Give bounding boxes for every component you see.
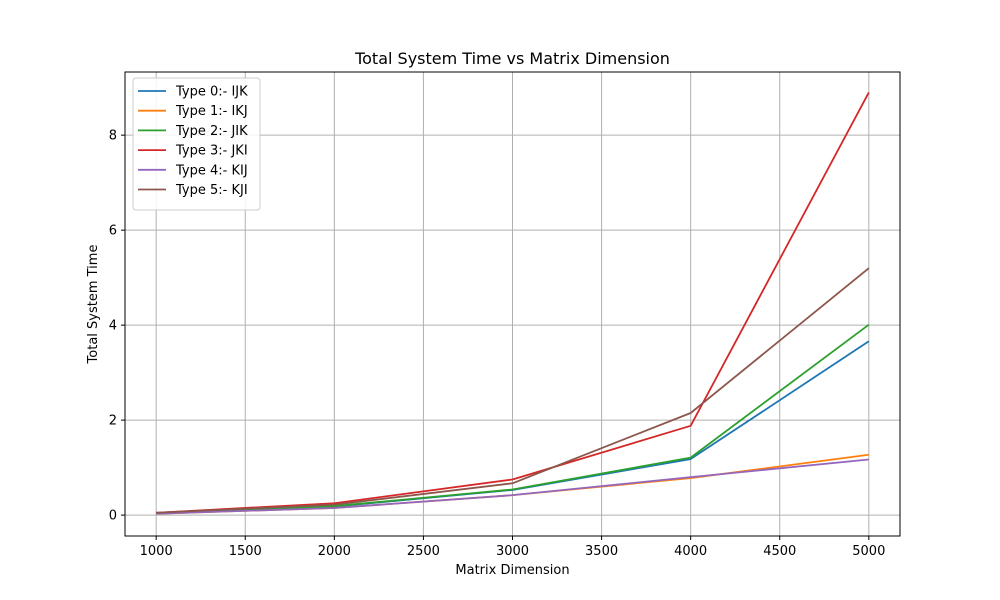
x-tick-label: 5000 [852,544,885,559]
axis-ticks: 1000 1500 2000 2500 3000 3500 4000 4500 5000 0 2 4 6… [109,129,886,559]
y-tick-label: 2 [109,414,117,429]
x-tick-label: 4000 [674,544,707,559]
chart-title: Total System Time vs Matrix Dimension [354,49,670,68]
x-tick-label: 2000 [318,544,351,559]
legend-label: Type 3:- JKI [175,144,248,159]
series-line-type-4 [156,458,869,515]
series-line-type-5 [156,267,870,514]
legend-label: Type 0:- IJK [175,85,248,100]
legend-label: Type 5:- KJI [175,183,248,198]
x-tick-label: 3500 [585,544,618,559]
y-tick-label: 6 [109,224,117,239]
series-line-type-3 [156,91,870,514]
legend: Type 0:- IJK Type 1:- IKJ Type 2:- JIK Type… [132,77,261,211]
x-axis-title: Matrix Dimension [455,563,569,578]
legend-label: Type 2:- JIK [175,124,248,139]
y-tick-label: 8 [109,129,117,144]
series-line-type-2 [156,323,870,515]
x-tick-label: 1500 [229,544,262,559]
legend-label: Type 4:- KIJ [175,163,248,178]
x-tick-label: 2500 [407,544,440,559]
y-tick-label: 4 [109,319,117,334]
x-tick-label: 3000 [496,544,529,559]
x-tick-label: 1000 [140,544,173,559]
x-tick-label: 4500 [763,544,796,559]
legend-label: Type 1:- IKJ [175,104,248,119]
y-tick-label: 0 [109,509,117,524]
series-lines [156,91,870,515]
grid [125,72,900,536]
y-axis-title: Total System Time [86,245,101,365]
